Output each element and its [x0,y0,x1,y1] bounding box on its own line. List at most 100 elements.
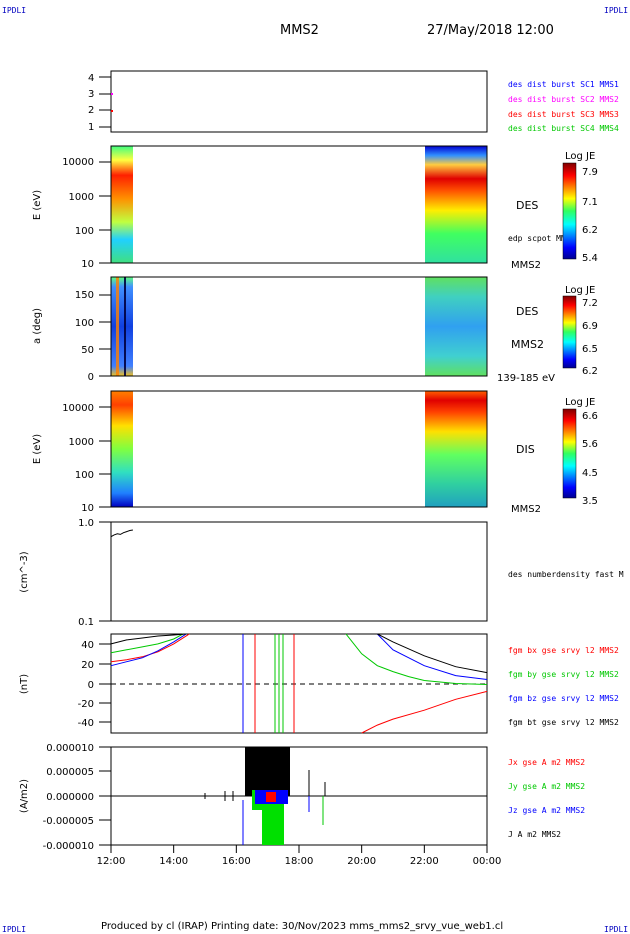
burst-legend-mms3: des dist burst SC3 MMS3 [508,110,619,119]
des-pitch-stripe [116,277,119,376]
x-tick-label: 18:00 [285,856,314,867]
corner-label-bottom-left: IPDLI [2,925,26,934]
dis-energy-ytick: 10 [81,503,94,514]
dis-energy-ytick: 10000 [62,403,94,414]
x-tick-label: 12:00 [97,856,126,867]
des-pitch-ytick: 150 [75,290,94,301]
density-ytick: 0.1 [78,617,94,628]
x-tick-label: 22:00 [410,856,439,867]
fgm-legend-by: fgm by gse srvy l2 MMS2 [508,670,619,679]
corner-label-top-left: IPDLI [2,6,26,15]
des-pitch-block-early [111,277,133,376]
corner-label-top-right: IPDLI [604,6,628,15]
current-legend-jx: Jx gse A m2 MMS2 [508,758,585,767]
dis-energy-colorbar-tick: 3.5 [582,496,598,507]
density-frame [110,521,488,622]
des-energy-colorbar-tick: 7.1 [582,197,598,208]
panel-des-pitch: a (deg) 150 100 50 0 DES MMS2 139-185 eV… [32,276,598,384]
des-pitch-label-range: 139-185 eV [497,373,555,384]
des-pitch-ytick: 0 [88,372,94,383]
current-ytick: 0.000010 [46,743,94,754]
des-energy-colorbar-tick: 7.9 [582,167,598,178]
dis-energy-ytick: 1000 [69,437,94,448]
header-spacecraft: MMS2 [280,23,319,38]
density-series-line [110,529,133,538]
des-pitch-colorbar-tick: 6.5 [582,344,598,355]
panel-fgm: (nT) 40 20 0 -20 -40 fgm bx gse srvy l2 … [19,633,619,734]
fgm-series-line [110,633,187,667]
current-ytick: -0.000005 [43,816,94,827]
fgm-ytick: -40 [78,718,94,729]
burst-ytick-label: 4 [88,73,94,84]
des-energy-colorbar-title: Log JE [565,151,595,162]
des-energy-label-scpot: edp scpot MMS2 [508,234,576,243]
burst-legend-mms2: des dist burst SC2 MMS2 [508,95,619,104]
fgm-legend-bt: fgm bt gse srvy l2 MMS2 [508,718,619,727]
des-pitch-colorbar [562,295,577,369]
des-pitch-colorbar-tick: 7.2 [582,298,598,309]
burst-frame [110,70,488,133]
des-energy-label-sc: MMS2 [511,260,541,271]
current-legend-jy: Jy gse A m2 MMS2 [508,782,585,791]
dis-energy-block-late [425,391,487,507]
panel-density: (cm^-3) 1.0 0.1 des numberdensity fast M [19,518,624,628]
dis-energy-block-early [111,391,133,507]
fgm-ytick: -20 [78,699,94,710]
density-ylabel: (cm^-3) [19,551,30,592]
des-energy-colorbar [562,162,577,260]
fgm-series-line [361,690,488,734]
x-tick-label: 16:00 [222,856,251,867]
dis-energy-label-sc: MMS2 [511,504,541,515]
x-tick-label: 14:00 [159,856,188,867]
burst-legend-mms1: des dist burst SC1 MMS1 [508,80,619,89]
current-legend-j: J A m2 MMS2 [508,830,561,839]
fgm-ylabel: (nT) [19,674,30,694]
fgm-series-line [377,633,488,674]
fgm-ytick: 0 [88,680,94,691]
dis-energy-colorbar-tick: 6.6 [582,411,598,422]
fgm-series-line [345,633,488,685]
fgm-series-line [376,633,488,680]
des-energy-ytick: 10000 [62,157,94,168]
dis-energy-colorbar-title: Log JE [565,397,595,408]
des-energy-frame [110,145,488,264]
density-series-label: des numberdensity fast M [508,570,624,579]
current-burst-black [245,747,290,796]
fgm-ytick: 40 [81,640,94,651]
des-energy-ytick: 1000 [69,192,94,203]
burst-legend-mms4: des dist burst SC4 MMS4 [508,124,619,133]
dis-energy-colorbar [562,408,577,499]
des-pitch-label-des: DES [516,305,538,318]
des-pitch-block-late [425,277,487,376]
current-burst-green [262,796,284,845]
fgm-series-line [110,633,190,663]
panel-burst: 4 3 2 1 des dist burst SC1 MMS1 des dist… [88,70,619,133]
des-pitch-ytick: 100 [75,318,94,329]
dis-energy-frame [110,390,488,508]
current-ytick: 0.000005 [46,767,94,778]
current-legend-jz: Jz gse A m2 MMS2 [508,806,585,815]
des-pitch-stripe [124,277,126,376]
dis-energy-ylabel: E (eV) [32,434,43,464]
footer-text: Produced by cl (IRAP) Printing date: 30/… [101,921,503,932]
current-ylabel: (A/m2) [19,779,30,813]
des-pitch-ytick: 50 [81,345,94,356]
des-energy-label-des: DES [516,199,538,212]
corner-label-bottom-right: IPDLI [604,925,628,934]
burst-ytick-label: 1 [88,122,94,133]
dis-energy-label-dis: DIS [516,443,535,456]
dis-energy-ytick: 100 [75,470,94,481]
des-energy-colorbar-tick: 5.4 [582,253,598,264]
burst-ytick-label: 2 [88,105,94,116]
des-energy-ytick: 100 [75,226,94,237]
des-pitch-ylabel: a (deg) [32,308,43,344]
current-ytick: 0.000000 [46,792,94,803]
des-energy-block-late [425,146,487,263]
panel-current: (A/m2) 0.000010 0.000005 0.000000 -0.000… [19,743,585,867]
fgm-series-line [110,633,187,645]
panel-des-energy: E (eV) 10000 1000 100 10 DES edp scpot M… [32,145,598,271]
dis-energy-colorbar-tick: 4.5 [582,468,598,479]
x-tick-label: 20:00 [347,856,376,867]
panel-dis-energy: E (eV) 10000 1000 100 10 DIS MMS2 Log JE… [32,390,598,515]
